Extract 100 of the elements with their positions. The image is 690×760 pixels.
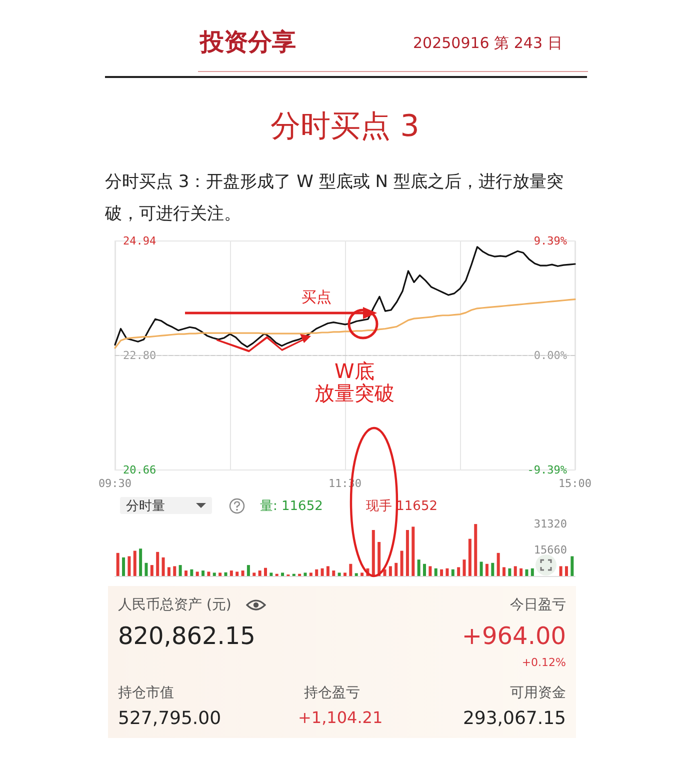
bar [116, 552, 120, 576]
x-tick-label: 09:30 [98, 477, 132, 490]
bar [315, 569, 318, 576]
annotation: 放量突破 [313, 380, 396, 405]
text: 293,067.15 [462, 708, 566, 729]
bar [496, 552, 500, 576]
bar [178, 565, 182, 576]
bar [349, 564, 352, 576]
bar [564, 566, 568, 576]
bar [320, 568, 324, 576]
chart-title: 分时买点 3 [270, 108, 420, 146]
bar [530, 568, 534, 576]
bar [508, 568, 512, 576]
bar [304, 572, 307, 576]
bar [462, 560, 466, 576]
bar [156, 552, 160, 576]
bar [190, 569, 194, 576]
bar [491, 562, 494, 576]
bar [344, 572, 346, 576]
bar [354, 573, 358, 576]
bar [258, 570, 262, 576]
bar [332, 570, 336, 576]
bar [485, 564, 488, 576]
bar [122, 557, 126, 576]
bar [474, 524, 478, 576]
text: +1,104.21 [298, 708, 383, 727]
text: +0.12% [522, 656, 566, 669]
y-tick-label: 15660 [534, 544, 567, 556]
bar [446, 568, 449, 576]
bar [520, 568, 523, 576]
text: 量: 11652 [260, 498, 323, 515]
bar [480, 562, 483, 576]
bar [559, 566, 562, 576]
bar [264, 568, 267, 576]
bar [514, 566, 517, 576]
bar [338, 572, 341, 576]
bar [167, 567, 170, 576]
annotation: 买点 [301, 288, 332, 307]
bar [434, 568, 438, 576]
bar [468, 538, 472, 576]
bar [218, 572, 222, 576]
bar [378, 542, 381, 576]
bar [360, 572, 364, 576]
bar [440, 569, 444, 576]
bar [270, 572, 273, 576]
bar [128, 556, 131, 576]
y-tick-label: 20.66 [123, 464, 156, 476]
bar [309, 572, 312, 576]
x-tick-label: 15:00 [558, 477, 592, 490]
text: 820,862.15 [118, 622, 256, 650]
bar [388, 566, 392, 576]
bar [372, 530, 375, 576]
text: 可用资金 [510, 684, 566, 702]
bar [144, 562, 148, 576]
bar [412, 526, 415, 576]
bar [281, 572, 284, 576]
bar [241, 570, 244, 576]
bar [162, 557, 165, 576]
bar [224, 572, 228, 576]
bar [236, 572, 239, 576]
bar [570, 556, 574, 576]
bar [207, 572, 210, 576]
text: 今日盈亏 [510, 596, 566, 614]
chart-subtitle: 分时买点 3：开盘形成了 W 型底或 N 型底之后，进行放量突破，可进行关注。 [105, 171, 564, 226]
bar [212, 572, 216, 576]
text: 投资分享 [200, 27, 296, 58]
y-tick-label: 31320 [534, 518, 567, 530]
bar [184, 570, 188, 576]
bar [406, 530, 409, 576]
text: 人民币总资产 (元) [118, 596, 232, 614]
bar [246, 565, 250, 576]
bar [196, 572, 199, 576]
y2-tick-label: -9.39% [527, 464, 568, 476]
text: 20250916 第 243 日 [413, 34, 562, 53]
bar [383, 569, 386, 576]
bar [139, 548, 142, 576]
bar [428, 566, 432, 576]
bar [451, 569, 454, 576]
bar [400, 550, 404, 576]
y2-tick-label: 9.39% [534, 234, 568, 248]
bar [525, 569, 528, 576]
bar [417, 560, 420, 576]
text: 分时量 [126, 498, 165, 515]
bar [150, 565, 154, 576]
bar [173, 566, 176, 576]
bar [423, 564, 426, 576]
bar [457, 567, 460, 576]
bar [326, 566, 330, 576]
text: 527,795.00 [118, 708, 222, 729]
line-series [114, 246, 576, 348]
bar [133, 550, 136, 576]
annotation: W底 [334, 358, 376, 383]
text: +964.00 [462, 622, 566, 650]
text: 持仓盈亏 [304, 684, 360, 702]
bar [502, 567, 506, 576]
bar [394, 562, 398, 576]
bar [230, 570, 233, 576]
y-tick-label: 24.94 [123, 234, 156, 248]
bar [252, 572, 256, 576]
text: 持仓市值 [118, 684, 174, 702]
